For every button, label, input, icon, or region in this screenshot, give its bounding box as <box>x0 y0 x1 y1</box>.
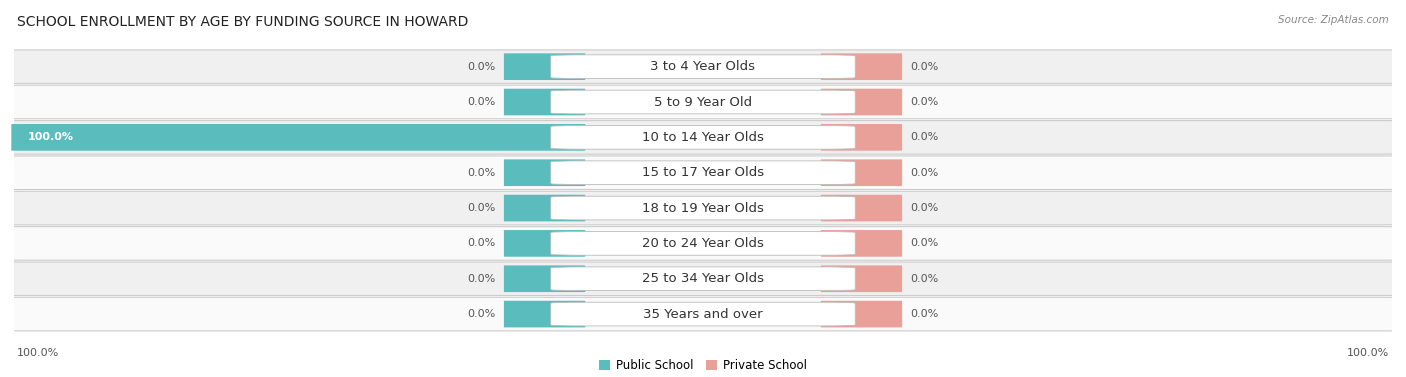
Text: 0.0%: 0.0% <box>910 168 939 178</box>
Text: 0.0%: 0.0% <box>910 203 939 213</box>
Text: 18 to 19 Year Olds: 18 to 19 Year Olds <box>643 202 763 215</box>
FancyBboxPatch shape <box>503 195 585 221</box>
Text: 100.0%: 100.0% <box>17 348 59 358</box>
FancyBboxPatch shape <box>821 89 903 115</box>
Text: 0.0%: 0.0% <box>467 97 496 107</box>
FancyBboxPatch shape <box>551 161 855 185</box>
FancyBboxPatch shape <box>551 302 855 326</box>
Text: 100.0%: 100.0% <box>1347 348 1389 358</box>
Text: 100.0%: 100.0% <box>28 132 75 143</box>
FancyBboxPatch shape <box>11 124 585 151</box>
Text: 25 to 34 Year Olds: 25 to 34 Year Olds <box>643 272 763 285</box>
FancyBboxPatch shape <box>821 124 903 151</box>
FancyBboxPatch shape <box>551 196 855 220</box>
Text: 0.0%: 0.0% <box>467 274 496 284</box>
FancyBboxPatch shape <box>821 159 903 186</box>
FancyBboxPatch shape <box>821 195 903 221</box>
Text: 0.0%: 0.0% <box>910 238 939 248</box>
FancyBboxPatch shape <box>503 54 585 80</box>
FancyBboxPatch shape <box>503 159 585 186</box>
Text: 15 to 17 Year Olds: 15 to 17 Year Olds <box>643 166 763 179</box>
FancyBboxPatch shape <box>0 191 1406 225</box>
FancyBboxPatch shape <box>503 301 585 327</box>
Text: 10 to 14 Year Olds: 10 to 14 Year Olds <box>643 131 763 144</box>
FancyBboxPatch shape <box>0 227 1406 260</box>
Text: 0.0%: 0.0% <box>467 309 496 319</box>
Text: 0.0%: 0.0% <box>910 274 939 284</box>
Text: 0.0%: 0.0% <box>467 238 496 248</box>
FancyBboxPatch shape <box>821 230 903 257</box>
FancyBboxPatch shape <box>0 85 1406 119</box>
Text: Source: ZipAtlas.com: Source: ZipAtlas.com <box>1278 15 1389 25</box>
FancyBboxPatch shape <box>0 297 1406 331</box>
FancyBboxPatch shape <box>551 267 855 291</box>
FancyBboxPatch shape <box>551 90 855 114</box>
FancyBboxPatch shape <box>0 156 1406 190</box>
Text: 5 to 9 Year Old: 5 to 9 Year Old <box>654 95 752 109</box>
FancyBboxPatch shape <box>821 265 903 292</box>
Legend: Public School, Private School: Public School, Private School <box>593 354 813 377</box>
Text: SCHOOL ENROLLMENT BY AGE BY FUNDING SOURCE IN HOWARD: SCHOOL ENROLLMENT BY AGE BY FUNDING SOUR… <box>17 15 468 29</box>
Text: 0.0%: 0.0% <box>467 168 496 178</box>
FancyBboxPatch shape <box>503 265 585 292</box>
FancyBboxPatch shape <box>821 54 903 80</box>
Text: 0.0%: 0.0% <box>467 203 496 213</box>
FancyBboxPatch shape <box>503 89 585 115</box>
Text: 20 to 24 Year Olds: 20 to 24 Year Olds <box>643 237 763 250</box>
Text: 3 to 4 Year Olds: 3 to 4 Year Olds <box>651 60 755 73</box>
Text: 0.0%: 0.0% <box>467 62 496 72</box>
Text: 0.0%: 0.0% <box>910 62 939 72</box>
FancyBboxPatch shape <box>821 301 903 327</box>
FancyBboxPatch shape <box>551 126 855 149</box>
Text: 0.0%: 0.0% <box>910 97 939 107</box>
Text: 0.0%: 0.0% <box>910 132 939 143</box>
FancyBboxPatch shape <box>0 262 1406 296</box>
FancyBboxPatch shape <box>0 121 1406 154</box>
FancyBboxPatch shape <box>503 230 585 257</box>
FancyBboxPatch shape <box>0 50 1406 83</box>
FancyBboxPatch shape <box>551 231 855 255</box>
FancyBboxPatch shape <box>551 55 855 78</box>
Text: 35 Years and over: 35 Years and over <box>643 308 763 320</box>
Text: 0.0%: 0.0% <box>910 309 939 319</box>
